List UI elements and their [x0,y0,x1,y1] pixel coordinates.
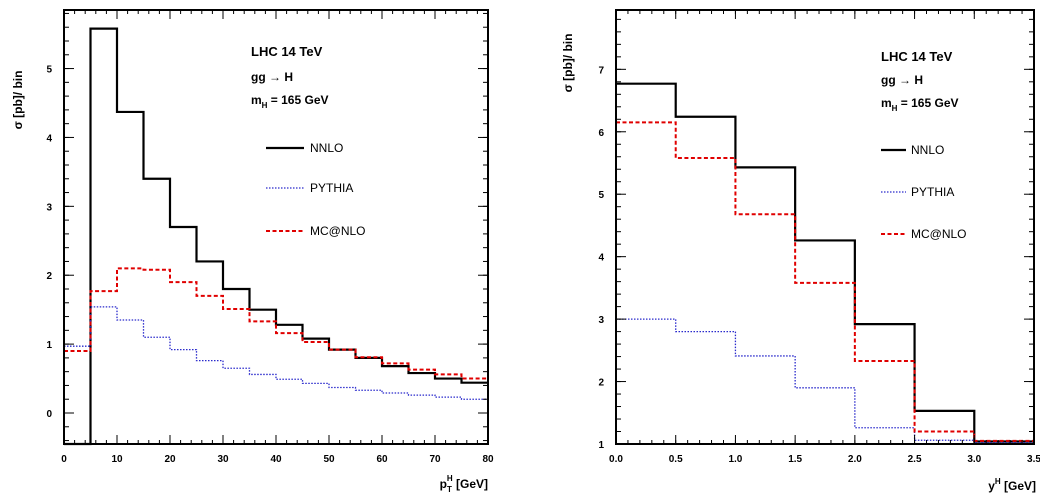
series-nnlo-histogram [616,82,1034,443]
x-tick-label: 2.5 [908,454,922,465]
x-tick-label: 30 [217,454,229,465]
y-tick-label: 1 [598,440,604,451]
series-mc-nlo-histogram [64,267,488,380]
x-tick-label: 2.0 [848,454,862,465]
x-tick-label: 50 [323,454,335,465]
pt-chart-panel: 0 10 20 30 40 50 60 70 80 0 1 2 3 4 5 σ [pb]/ bin pTH … [11,9,494,494]
y-tick-label: 3 [598,315,604,326]
y-tick-label: 5 [46,65,52,76]
pt-chart-series [64,27,488,446]
rapidity-chart-panel: 0.0 0.5 1.0 1.5 2.0 2.5 3.0 3.5 1 2 3 4 5 6 7 σ [pb]/ … [561,9,1040,493]
legend-label-nnlo: NNLO [911,143,944,157]
x-tick-label: 70 [429,454,441,465]
rapidity-chart-series [616,82,1034,444]
series-pythia-histogram [616,318,1034,444]
annotation-mass: mH = 165 GeV [251,93,329,110]
series-pythia-histogram [64,306,488,400]
rapidity-chart-y-axis-label: σ [pb]/ bin [561,34,575,93]
annotation-collider: LHC 14 TeV [251,44,323,59]
annotation-process: gg → H [251,70,293,84]
x-tick-label: 80 [482,454,494,465]
y-tick-label: 4 [598,253,604,264]
rapidity-chart-plot-frame [615,9,1035,445]
y-tick-label: 4 [46,133,52,144]
pt-chart-x-axis-label: pTH [GeV] [440,474,488,494]
legend-label-mc-nlo: MC@NLO [911,227,967,241]
x-tick-label: 0.0 [609,454,623,465]
x-tick-label: 1.5 [788,454,802,465]
series-mc-nlo-histogram [616,121,1034,442]
annotation-mass: mH = 165 GeV [881,96,959,113]
x-tick-label: 40 [270,454,282,465]
pt-chart-annotation: LHC 14 TeV gg → H mH = 165 GeV [251,44,329,110]
rapidity-chart-axes: 0.0 0.5 1.0 1.5 2.0 2.5 3.0 3.5 1 2 3 4 5 6 7 [598,10,1040,465]
annotation-collider: LHC 14 TeV [881,49,953,64]
rapidity-chart-annotation: LHC 14 TeV gg → H mH = 165 GeV [881,49,959,113]
rapidity-chart-legend: NNLO PYTHIA MC@NLO [881,143,967,241]
x-tick-label: 3.0 [967,454,981,465]
rapidity-chart-x-axis-label: yH [GeV] [988,477,1036,493]
series-nnlo-histogram [64,27,488,446]
y-tick-label: 7 [598,65,604,76]
y-tick-label: 3 [46,202,52,213]
x-tick-label: 1.0 [728,454,742,465]
x-tick-label: 60 [376,454,388,465]
x-tick-label: 3.5 [1027,454,1040,465]
x-tick-label: 0.5 [669,454,683,465]
pt-chart-axes: 0 10 20 30 40 50 60 70 80 0 1 2 3 4 5 [46,10,494,465]
legend-label-nnlo: NNLO [310,141,343,155]
legend-label-pythia: PYTHIA [310,181,353,195]
x-tick-label: 10 [111,454,123,465]
y-tick-label: 6 [598,128,604,139]
y-tick-label: 0 [46,409,52,420]
legend-label-pythia: PYTHIA [911,185,954,199]
y-tick-label: 1 [46,340,52,351]
y-tick-label: 2 [598,378,604,389]
y-tick-label: 2 [46,271,52,282]
x-tick-label: 20 [164,454,176,465]
x-tick-label: 0 [61,454,67,465]
pt-chart-y-axis-label: σ [pb]/ bin [11,71,25,130]
annotation-process: gg → H [881,73,923,87]
pt-chart-legend: NNLO PYTHIA MC@NLO [266,141,366,238]
legend-label-mc-nlo: MC@NLO [310,224,366,238]
y-tick-label: 5 [598,190,604,201]
